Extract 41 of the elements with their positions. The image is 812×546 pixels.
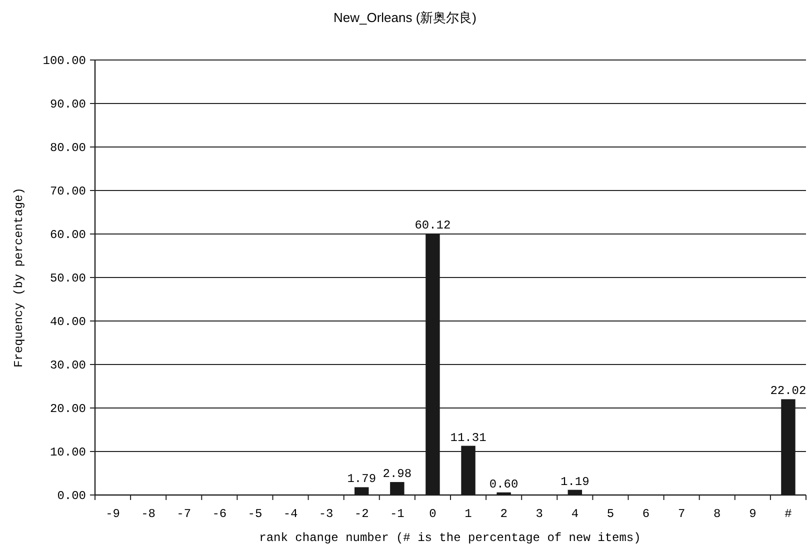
x-tick-label: -4 [283,507,298,521]
x-tick-label: 7 [678,507,686,521]
y-tick-label: 80.00 [50,141,86,155]
title: New_Orleans (新奥尔良) [333,10,477,25]
data-label: 1.19 [560,474,590,489]
y-tick-label: 50.00 [50,272,86,286]
x-tick-label: 9 [749,507,756,521]
data-label: 2.98 [382,467,412,482]
x-tick-label: 1 [464,507,472,521]
x-tick-label: 4 [571,507,579,521]
y-tick-label: 40.00 [50,315,86,329]
x-tick-label: -3 [318,507,334,521]
x-tick-label: -6 [212,507,227,521]
data-label: 11.31 [450,430,486,445]
x-tick-label: 3 [536,507,543,521]
x-tick-label: -7 [176,507,192,521]
x-axis-title: rank change number (# is the percentage of new items) [259,531,641,545]
y-tick-label: 90.00 [50,98,86,112]
x-tick-label: -1 [390,507,404,521]
y-tick-label: 70.00 [50,184,86,198]
x-tick-label: -9 [106,507,120,521]
x-tick-label: 6 [642,507,650,521]
x-tick-label: 5 [606,507,614,521]
x-tick-label: -2 [354,507,369,521]
y-tick-label: 60.00 [50,228,86,242]
x-tick-label: # [784,507,792,521]
data-label: 1.79 [347,472,376,486]
y-tick-label: 0.00 [57,489,86,503]
y-tick-label: 20.00 [50,402,86,416]
x-tick-label: -8 [141,507,156,521]
data-label: 0.60 [489,477,518,492]
x-tick-label: -5 [248,507,262,521]
y-tick-label: 100.00 [42,54,86,68]
x-tick-label: 0 [429,507,436,521]
y-axis-title: Frequency (by percentage) [12,187,26,368]
y-tick-label: 30.00 [50,358,86,372]
x-tick-label: 2 [500,507,508,521]
data-label: 60.12 [414,218,451,232]
data-label: 22.02 [770,384,806,398]
y-tick-label: 10.00 [50,446,86,460]
x-tick-label: 8 [714,507,721,521]
